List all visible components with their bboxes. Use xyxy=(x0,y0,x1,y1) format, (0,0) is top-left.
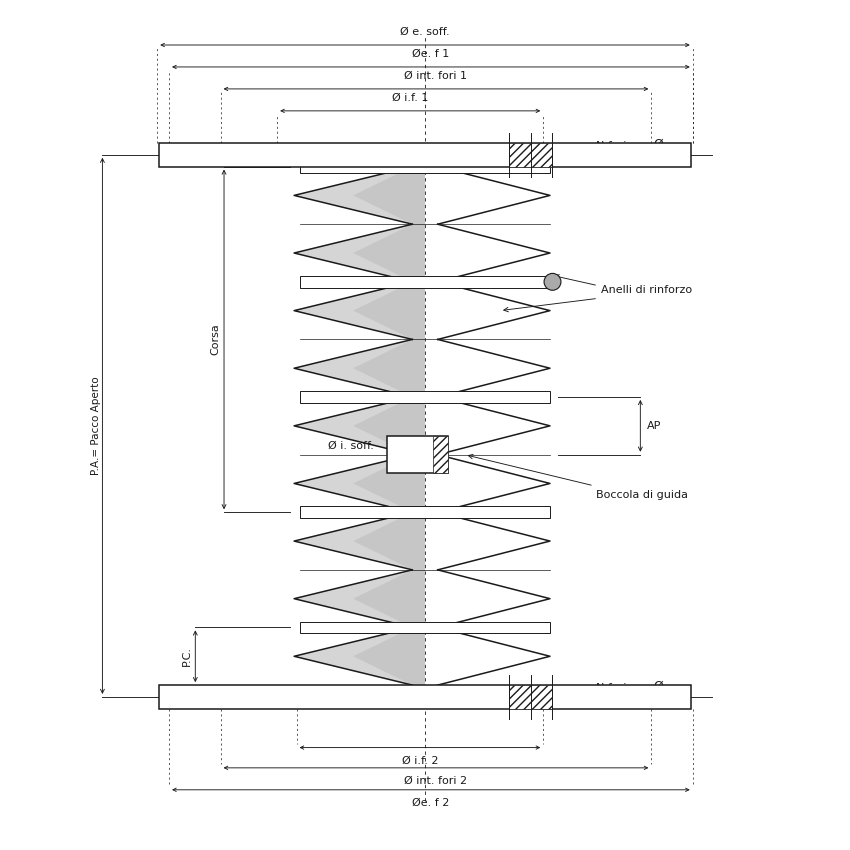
Text: Ø int. fori 1: Ø int. fori 1 xyxy=(405,71,468,81)
Polygon shape xyxy=(294,339,425,397)
Text: AP: AP xyxy=(647,421,661,431)
Text: Ø i.f. 2: Ø i.f. 2 xyxy=(402,756,439,766)
Polygon shape xyxy=(354,282,425,339)
Text: Ø: Ø xyxy=(653,138,663,150)
Text: Ø int. fori 2: Ø int. fori 2 xyxy=(405,776,468,786)
Circle shape xyxy=(544,274,561,290)
Text: Ø i. soff.: Ø i. soff. xyxy=(328,440,374,450)
Bar xyxy=(387,436,448,473)
Text: Anelli di rinforzo: Anelli di rinforzo xyxy=(601,285,692,295)
Polygon shape xyxy=(294,627,425,685)
Text: P.C.: P.C. xyxy=(182,646,192,666)
Polygon shape xyxy=(354,627,425,685)
Polygon shape xyxy=(294,167,425,224)
Polygon shape xyxy=(354,455,425,513)
Polygon shape xyxy=(294,282,425,339)
Polygon shape xyxy=(294,513,425,570)
Bar xyxy=(300,507,550,518)
Bar xyxy=(509,685,552,709)
Text: Ø e. soff.: Ø e. soff. xyxy=(400,26,450,37)
Polygon shape xyxy=(354,513,425,570)
Text: P.A.= Pacco Aperto: P.A.= Pacco Aperto xyxy=(91,377,100,475)
Bar xyxy=(509,143,552,167)
Bar xyxy=(300,276,550,288)
Text: Boccola di guida: Boccola di guida xyxy=(597,490,688,500)
Polygon shape xyxy=(294,570,425,627)
Polygon shape xyxy=(294,397,425,455)
Bar xyxy=(300,161,550,173)
Text: Corsa: Corsa xyxy=(211,324,221,355)
Bar xyxy=(300,391,550,403)
Bar xyxy=(159,685,691,709)
Text: Øe. f 2: Øe. f 2 xyxy=(412,798,450,808)
Bar xyxy=(159,143,691,167)
Text: N fori: N fori xyxy=(597,683,626,693)
Polygon shape xyxy=(294,455,425,513)
Bar xyxy=(300,621,550,633)
Polygon shape xyxy=(294,224,425,282)
Polygon shape xyxy=(354,224,425,282)
Polygon shape xyxy=(354,397,425,455)
Bar xyxy=(433,436,448,473)
Text: Ø i.f. 1: Ø i.f. 1 xyxy=(392,93,428,102)
Polygon shape xyxy=(354,570,425,627)
Polygon shape xyxy=(354,339,425,397)
Polygon shape xyxy=(354,167,425,224)
Text: Ø: Ø xyxy=(653,680,663,693)
Text: Øe. f 1: Øe. f 1 xyxy=(412,48,450,59)
Text: N fori: N fori xyxy=(597,140,626,150)
